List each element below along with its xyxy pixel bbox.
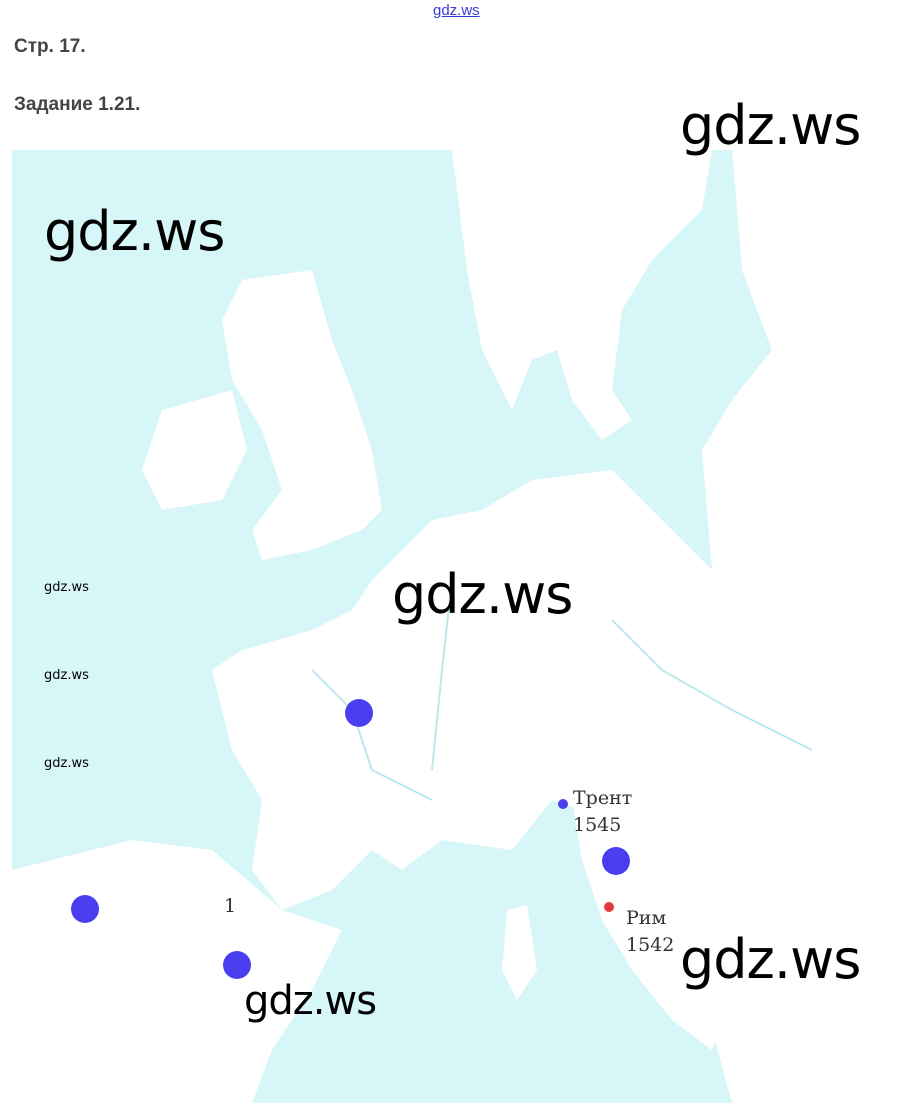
task-title: Задание 1.21.: [14, 94, 141, 115]
great-britain: [222, 270, 382, 560]
watermark: gdz.ws: [392, 563, 573, 626]
marker-france: [345, 699, 373, 727]
trent-label: Трент: [573, 787, 633, 809]
page-number: Стр. 17.: [14, 36, 86, 57]
watermark: gdz.ws: [680, 94, 861, 157]
marker-rome: [604, 902, 614, 912]
number-label: 1: [224, 895, 237, 917]
site-link[interactable]: gdz.ws: [433, 2, 480, 19]
rivers: [311, 579, 813, 801]
watermark: gdz.ws: [44, 668, 89, 683]
watermark: gdz.ws: [44, 756, 89, 771]
ireland: [142, 390, 247, 510]
watermark: gdz.ws: [680, 928, 861, 991]
corsica-sardinia: [502, 905, 537, 1000]
marker-spain: [223, 951, 251, 979]
trent-year: 1545: [573, 814, 622, 836]
watermark: gdz.ws: [44, 200, 225, 263]
marker-trent: [558, 799, 568, 809]
watermark: gdz.ws: [44, 580, 89, 595]
scandinavia: [452, 150, 712, 440]
marker-portugal: [71, 895, 99, 923]
rome-year: 1542: [626, 934, 675, 956]
land: [12, 150, 908, 1103]
rome-label: Рим: [626, 907, 667, 929]
finland-russia: [702, 150, 908, 570]
europe-map: [12, 150, 908, 1103]
watermark: gdz.ws: [244, 978, 377, 1024]
marker-italy: [602, 847, 630, 875]
continent: [212, 470, 908, 1103]
